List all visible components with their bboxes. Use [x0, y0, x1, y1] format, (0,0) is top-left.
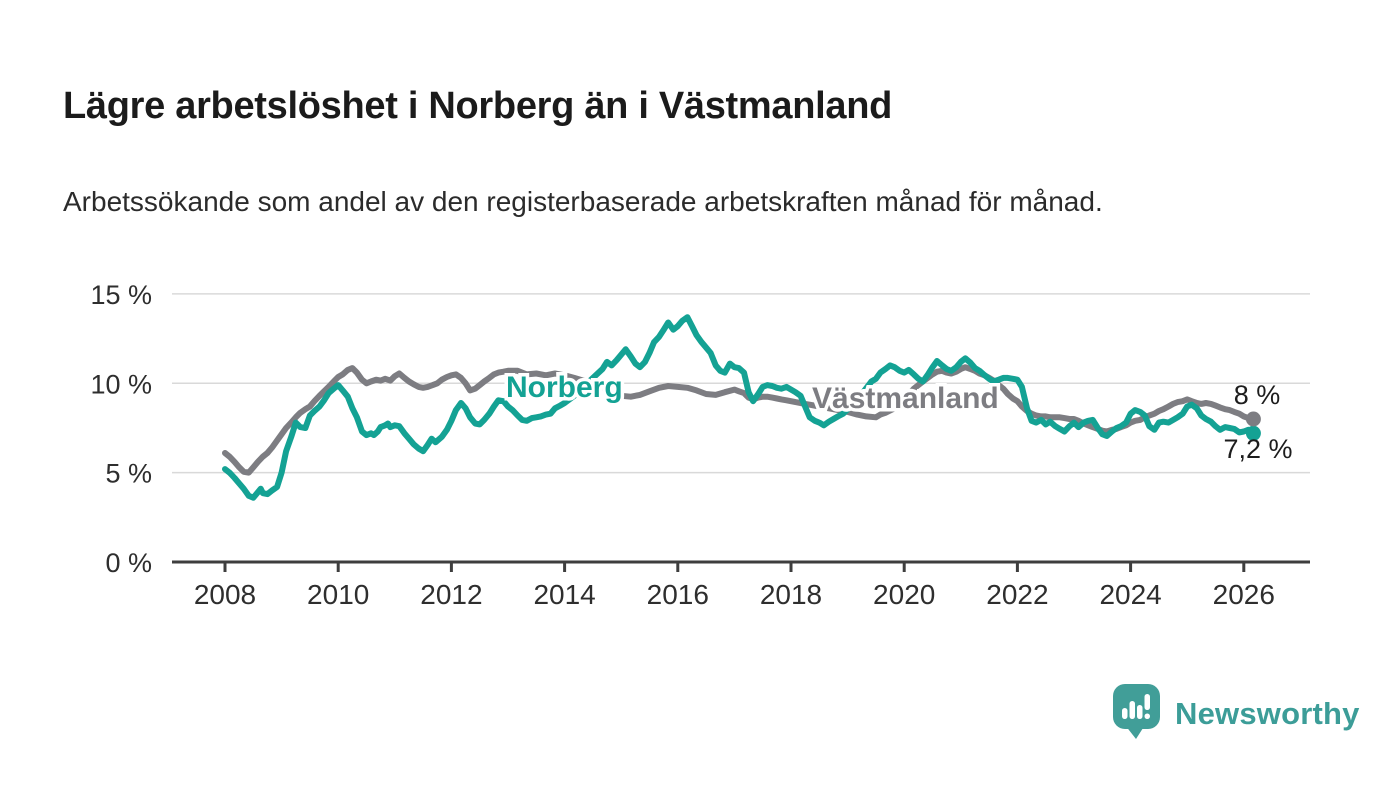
- y-axis-tick-label: 5 %: [105, 459, 152, 489]
- x-axis-tick-label: 2010: [307, 579, 369, 610]
- end-value-label-2: 7,2 %: [1223, 434, 1292, 464]
- series-label-vastmanland: Västmanland: [812, 382, 999, 415]
- x-axis-tick-label: 2018: [760, 579, 822, 610]
- page-title: Lägre arbetslöshet i Norberg än i Västma…: [63, 85, 893, 128]
- x-axis-tick-label: 2024: [1099, 579, 1161, 610]
- series-end-dot-vastmanland: [1245, 411, 1261, 427]
- series-label-norberg: Norberg: [506, 371, 623, 404]
- x-axis-tick-label: 2020: [873, 579, 935, 610]
- series-end-dot-norberg: [1245, 425, 1261, 441]
- x-axis-tick-label: 2016: [647, 579, 709, 610]
- series-line-norberg: [222, 314, 1257, 501]
- y-axis-tick-label: 15 %: [90, 280, 152, 310]
- end-value-label-1: 8 %: [1234, 380, 1281, 410]
- x-axis-tick-label: 2008: [194, 579, 256, 610]
- x-axis-tick-label: 2026: [1213, 579, 1275, 610]
- newsworthy-logo-text: Newsworthy: [1175, 696, 1360, 731]
- x-axis-tick-label: 2012: [420, 579, 482, 610]
- newsworthy-logo: Newsworthy: [1112, 683, 1360, 745]
- newsworthy-logo-icon: [1112, 683, 1162, 745]
- x-axis-tick-label: 2022: [986, 579, 1048, 610]
- y-axis-tick-label: 10 %: [90, 369, 152, 399]
- y-axis-tick-label: 0 %: [105, 548, 152, 578]
- chart-subtitle: Arbetssökande som andel av den registerb…: [63, 186, 1103, 217]
- x-axis-tick-label: 2014: [533, 579, 595, 610]
